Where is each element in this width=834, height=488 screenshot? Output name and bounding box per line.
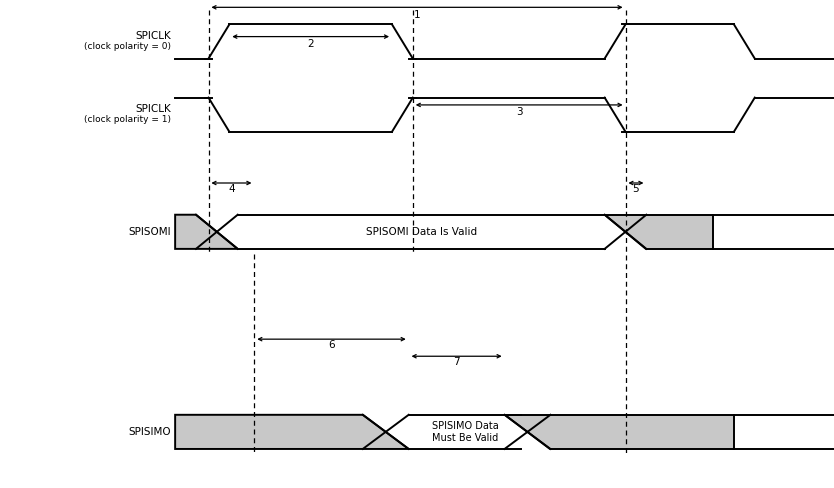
Text: (clock polarity = 0): (clock polarity = 0) — [84, 42, 171, 51]
Text: 5: 5 — [633, 184, 639, 194]
Text: SPISOMI: SPISOMI — [128, 227, 171, 237]
Text: 6: 6 — [329, 340, 334, 350]
Text: 4: 4 — [229, 184, 234, 194]
Text: 3: 3 — [516, 107, 522, 117]
Text: 2: 2 — [308, 39, 314, 49]
Polygon shape — [175, 215, 238, 249]
Text: SPICLK: SPICLK — [135, 104, 171, 114]
Text: (clock polarity = 1): (clock polarity = 1) — [84, 115, 171, 124]
Text: SPISOMI Data Is Valid: SPISOMI Data Is Valid — [365, 227, 477, 237]
Polygon shape — [175, 415, 409, 449]
Polygon shape — [505, 415, 734, 449]
Text: SPISIMO: SPISIMO — [128, 427, 171, 437]
Text: SPICLK: SPICLK — [135, 31, 171, 41]
Text: 1: 1 — [414, 10, 420, 20]
Polygon shape — [605, 215, 713, 249]
Text: 7: 7 — [454, 357, 460, 367]
Text: SPISIMO Data
Must Be Valid: SPISIMO Data Must Be Valid — [431, 421, 499, 443]
